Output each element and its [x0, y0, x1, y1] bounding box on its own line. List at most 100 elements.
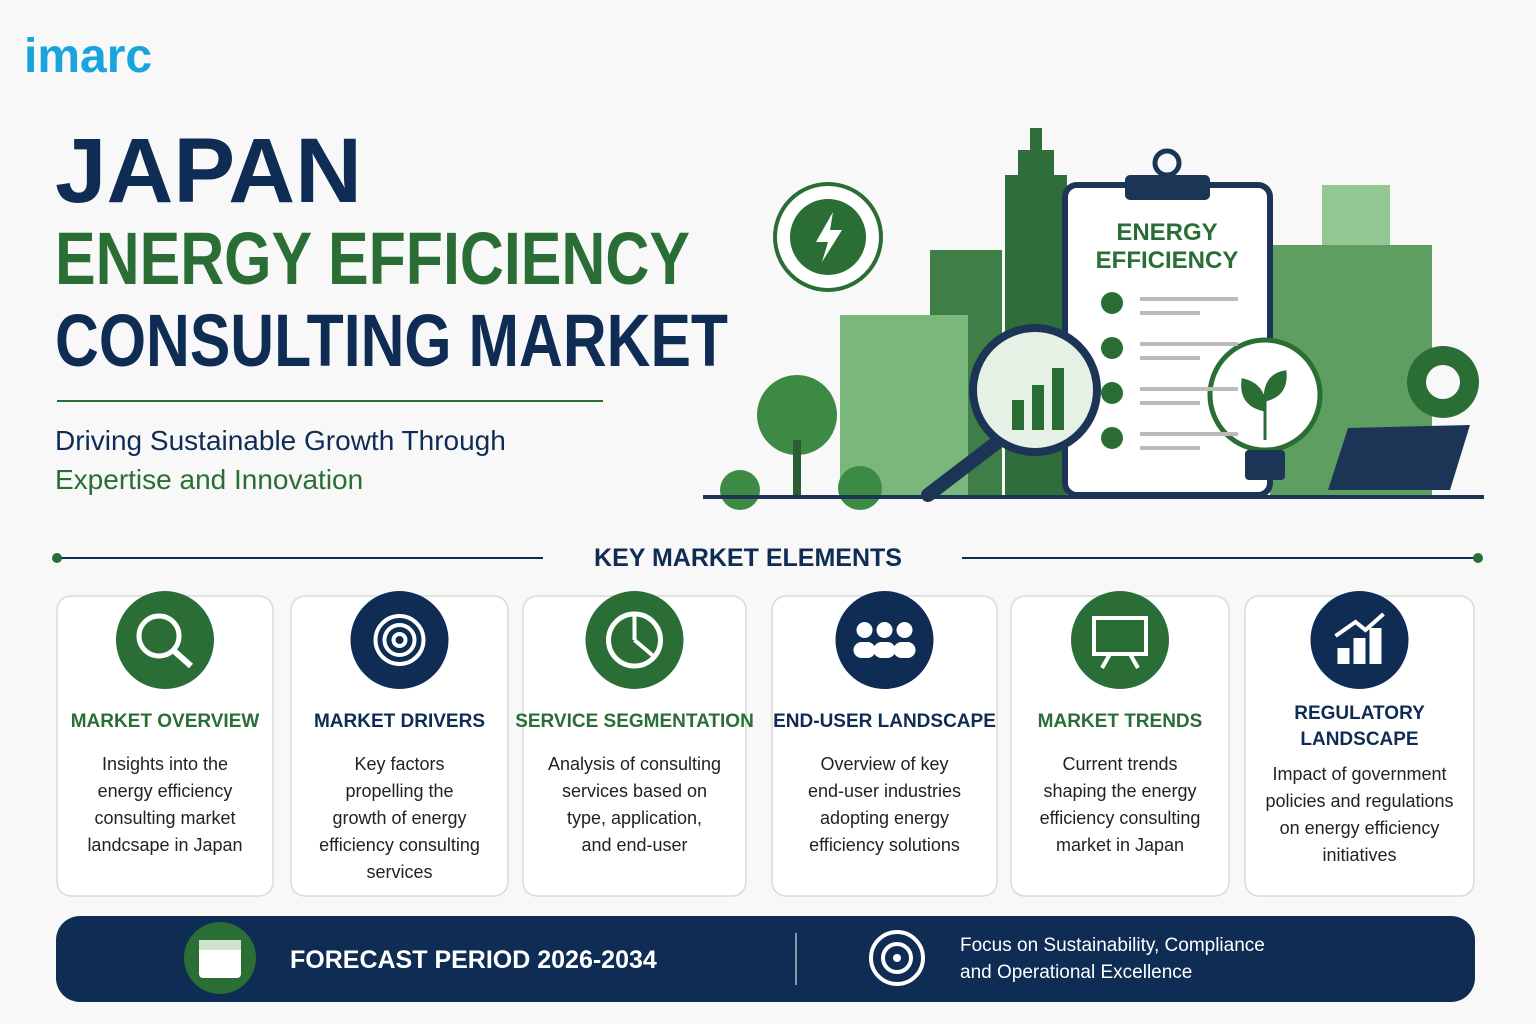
card-description: landcsape in Japan — [87, 835, 242, 855]
card-title: MARKET TRENDS — [1038, 711, 1203, 732]
card-description: consulting market — [94, 808, 235, 828]
building — [1018, 150, 1054, 178]
card-description: Key factors — [354, 754, 444, 774]
logo: imarc — [24, 30, 152, 83]
icon-glyph — [896, 622, 913, 638]
mini-bar — [1052, 368, 1064, 430]
bush — [720, 470, 760, 510]
card-description: type, application, — [567, 808, 702, 828]
card-description: efficiency consulting — [319, 835, 480, 855]
card-title: MARKET OVERVIEW — [71, 711, 260, 732]
card: MARKET DRIVERS Key factors propelling the g… — [290, 591, 509, 897]
clip — [1125, 175, 1210, 200]
rule-dot — [1473, 553, 1483, 563]
card: MARKET OVERVIEW Insights into the energy e… — [56, 591, 274, 897]
card: MARKET TRENDS Current trends shaping the e… — [1010, 591, 1230, 897]
card-icon — [350, 591, 449, 689]
footer-bar — [56, 916, 1475, 1002]
card: SERVICE SEGMENTATION Analysis of consulti… — [515, 591, 754, 897]
card-description: Overview of key — [820, 754, 948, 774]
rule-dot — [52, 553, 62, 563]
card-icon — [116, 591, 214, 689]
card-icon — [835, 591, 934, 689]
mini-bar — [1012, 400, 1024, 430]
icon-glyph — [1092, 616, 1148, 656]
title-line: ENERGY EFFICIENCY — [55, 217, 690, 300]
card-description: on energy efficiency — [1280, 818, 1440, 838]
mini-bar — [1032, 385, 1044, 430]
icon-glyph — [873, 642, 896, 658]
title: JAPAN — [55, 120, 362, 222]
icon-glyph — [1353, 638, 1366, 664]
card-description: adopting energy — [820, 808, 949, 828]
card-description: efficiency solutions — [809, 835, 960, 855]
icon-glyph — [632, 614, 656, 659]
icon-glyph — [1337, 648, 1350, 664]
target-icon — [869, 930, 925, 986]
icon-glyph — [382, 623, 417, 657]
title-line: CONSULTING MARKET — [55, 299, 728, 382]
leaf — [1241, 370, 1287, 440]
card-description: growth of energy — [332, 808, 466, 828]
subtitle: Expertise and Innovation — [55, 464, 363, 495]
card-description: market in Japan — [1056, 835, 1184, 855]
section-title: KEY MARKET ELEMENTS — [594, 544, 902, 572]
clipboard-title: ENERGY — [1116, 219, 1217, 246]
gear-hole — [1426, 365, 1460, 399]
card-title: END-USER LANDSCAPE — [773, 711, 996, 732]
icon-glyph — [1334, 612, 1385, 638]
card-description: Impact of government — [1272, 764, 1446, 784]
card-description: end-user industries — [808, 781, 961, 801]
card-description: Insights into the — [102, 754, 228, 774]
card-description: policies and regulations — [1265, 791, 1453, 811]
icon-glyph — [893, 642, 916, 658]
card: END-USER LANDSCAPE Overview of key end-use… — [771, 591, 998, 897]
card-description: initiatives — [1322, 845, 1396, 865]
card-description: and end-user — [581, 835, 687, 855]
icon-glyph — [853, 642, 876, 658]
card-description: Analysis of consulting — [548, 754, 721, 774]
tree-trunk — [793, 440, 801, 495]
building — [1030, 128, 1042, 152]
card-title: MARKET DRIVERS — [314, 711, 485, 732]
icon-glyph — [373, 614, 426, 666]
card-icon — [1071, 591, 1169, 689]
cards: MARKET OVERVIEW Insights into the energy e… — [56, 591, 1475, 897]
icon-glyph — [136, 613, 182, 659]
card-description: propelling the — [345, 781, 453, 801]
icon-glyph — [171, 647, 193, 669]
card-title: SERVICE SEGMENTATION — [515, 711, 754, 732]
card-description: services based on — [562, 781, 707, 801]
icon-glyph — [1369, 628, 1382, 664]
clipboard-title: EFFICIENCY — [1096, 247, 1239, 274]
card-description: energy efficiency — [98, 781, 233, 801]
card-description: services — [366, 862, 432, 882]
target-icon — [881, 942, 913, 974]
icon-glyph — [391, 632, 408, 648]
bolt — [816, 212, 842, 262]
card-title: LANDSCAPE — [1300, 729, 1418, 750]
target-icon — [893, 954, 901, 962]
icon-glyph — [1100, 653, 1140, 669]
icon-glyph — [876, 622, 893, 638]
bush — [838, 466, 882, 510]
card-description: shaping the energy — [1043, 781, 1196, 801]
card-title: REGULATORY — [1294, 703, 1425, 724]
card: REGULATORY LANDSCAPE Impact of government p… — [1244, 591, 1475, 897]
check — [1101, 382, 1123, 404]
card-description: efficiency consulting — [1040, 808, 1201, 828]
check — [1101, 427, 1123, 449]
building — [840, 315, 968, 495]
focus-text: Focus on Sustainability, Compliance — [960, 935, 1265, 956]
focus-text: and Operational Excellence — [960, 962, 1192, 983]
check — [1101, 292, 1123, 314]
bulb-base — [1245, 450, 1285, 480]
icon-glyph — [856, 622, 873, 638]
solar-panel — [1328, 425, 1470, 490]
card-description: Current trends — [1062, 754, 1177, 774]
check — [1101, 337, 1123, 359]
tree — [757, 375, 837, 455]
